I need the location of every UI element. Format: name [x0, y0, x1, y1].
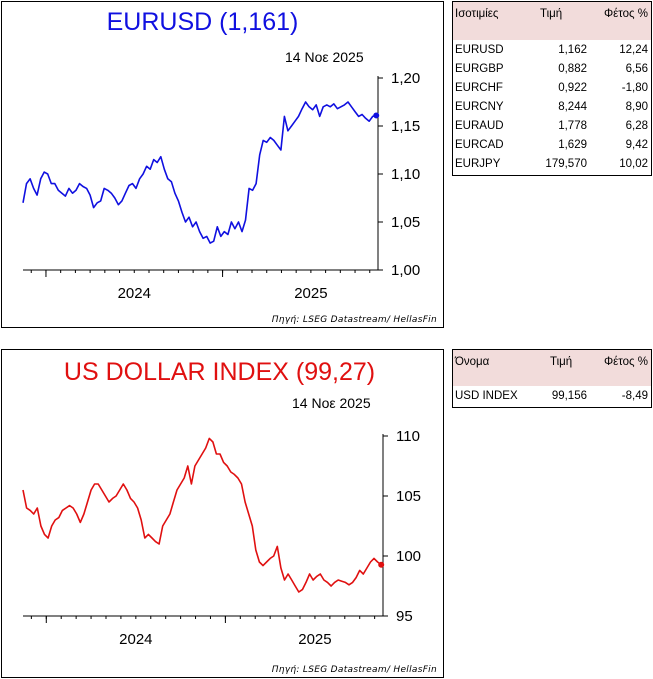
eur-rates-header-price: Τιμή [540, 8, 563, 20]
eur-rates-header-ytd: Φέτος % [603, 8, 648, 20]
usd-index-header-name: Όνομα [455, 356, 490, 368]
eur-rates-table-header [453, 2, 651, 40]
usd-index-y-tick-label: 105 [396, 488, 421, 505]
eur-rates-row-price: 0,882 [558, 63, 587, 75]
usd-index-chart-panel: 95 100 105 110 2024 2025 US DOLLAR INDEX (99,… [1, 349, 444, 678]
usd-index-last-point [378, 561, 385, 568]
eurusd-y-tick-label: 1,15 [391, 118, 420, 135]
usd-index-chart-source: Πηγή: LSEG Datastream/ HellasFin [271, 665, 437, 675]
eur-rates-row-price: 1,629 [558, 139, 587, 151]
eur-rates-row-name: EURCHF [455, 82, 503, 94]
eur-rates-row-price: 1,162 [558, 44, 587, 56]
eurusd-chart-panel: 1,00 1,05 1,10 1,15 1,20 2024 2025 EURUSD (1,1… [1, 1, 444, 328]
eurusd-chart-source: Πηγή: LSEG Datastream/ HellasFin [271, 315, 437, 325]
usd-index-header-price: Τιμή [550, 356, 573, 368]
usd-index-chart-date: 14 Νοε 2025 [292, 395, 371, 411]
eur-rates-row-ytd: 9,42 [625, 139, 648, 151]
usd-index-x-tick-label: 2024 [119, 631, 152, 648]
eur-rates-row-price: 0,922 [558, 82, 587, 94]
eurusd-series-line [22, 101, 377, 244]
eur-rates-row-price: 179,570 [545, 158, 587, 170]
usd-index-x-tick-label: 2025 [298, 631, 331, 648]
usd-index-chart: 95 100 105 110 2024 2025 [22, 428, 421, 648]
eur-rates-row-name: EURAUD [455, 120, 504, 132]
eur-rates-row-name: EURJPY [455, 158, 501, 170]
usd-index-header-ytd: Φέτος % [603, 356, 648, 368]
eur-rates-row-ytd: 6,56 [625, 63, 648, 75]
eur-rates-row-name: EURUSD [455, 44, 504, 56]
usd-index-y-tick-label: 95 [396, 608, 413, 625]
usd-index-table-header [453, 350, 651, 386]
eur-rates-row-ytd: 10,02 [619, 158, 648, 170]
usd-index-y-tick-label: 110 [396, 428, 420, 445]
usd-index-chart-title: US DOLLAR INDEX (99,27) [63, 358, 376, 386]
usd-index-table: Όνομα Τιμή Φέτος % USD INDEX 99,156 -8,49 [452, 349, 652, 408]
eurusd-y-tick-label: 1,10 [391, 166, 420, 183]
eurusd-y-tick-label: 1,20 [391, 70, 420, 87]
eurusd-x-tick-label: 2025 [294, 285, 327, 302]
eurusd-x-tick-label: 2024 [118, 285, 151, 302]
usd-index-series-line [22, 437, 382, 593]
eurusd-chart-date: 14 Νοε 2025 [285, 49, 364, 65]
usd-index-row-name: USD INDEX [455, 390, 518, 402]
eurusd-y-tick-label: 1,05 [391, 214, 420, 231]
eurusd-chart-title: EURUSD (1,161) [106, 8, 299, 36]
eur-rates-table: Ισοτιμίες Τιμή Φέτος % EURUSD 1,162 12,24 E… [452, 1, 652, 176]
eurusd-y-tick-label: 1,00 [391, 262, 420, 279]
eur-rates-row-ytd: 12,24 [619, 44, 648, 56]
usd-index-y-tick-label: 100 [396, 548, 421, 565]
eur-rates-row-price: 8,244 [558, 101, 587, 113]
eur-rates-row-ytd: 6,28 [625, 120, 648, 132]
eur-rates-row-ytd: -1,80 [621, 82, 648, 94]
usd-index-row-price: 99,156 [551, 390, 587, 402]
eurusd-chart: 1,00 1,05 1,10 1,15 1,20 2024 2025 [22, 70, 420, 302]
eur-rates-row-name: EURCAD [455, 139, 504, 151]
eur-rates-row-name: EURCNY [455, 101, 504, 113]
eur-rates-row-ytd: 8,90 [625, 101, 648, 113]
eur-rates-header-name: Ισοτιμίες [455, 8, 499, 20]
eur-rates-row-price: 1,778 [558, 120, 587, 132]
usd-index-row-ytd: -8,49 [621, 390, 648, 402]
eurusd-last-point [373, 112, 380, 119]
eur-rates-row-name: EURGBP [455, 63, 504, 75]
